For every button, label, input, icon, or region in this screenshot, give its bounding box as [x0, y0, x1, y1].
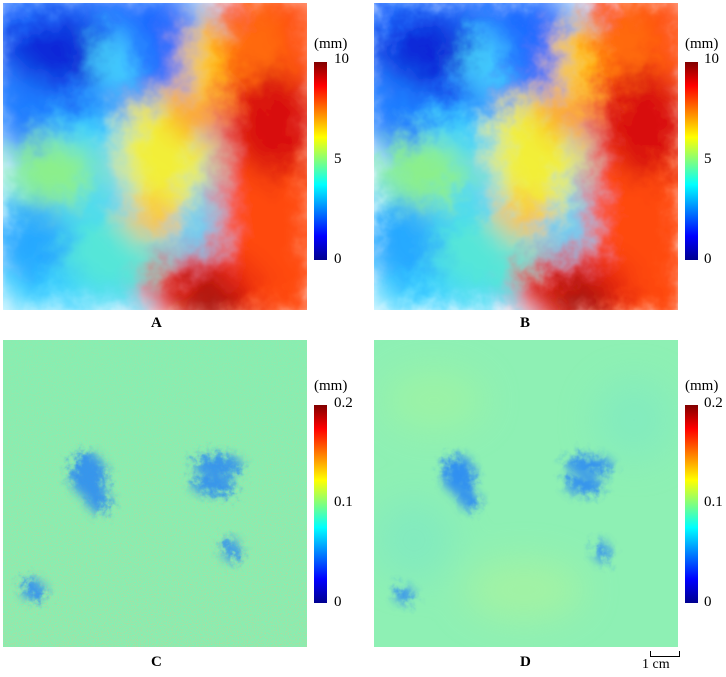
- colorbar-tick-b-min: 0: [704, 251, 712, 267]
- height-map-b: [374, 3, 678, 310]
- height-map-b-image: [374, 3, 678, 310]
- scale-bar-label: 1 cm: [642, 657, 670, 672]
- height-map-a: [3, 3, 307, 310]
- colorbar-tick-a-max: 10: [334, 51, 349, 67]
- error-map-d: [374, 340, 678, 647]
- colorbar-c: [314, 405, 327, 603]
- colorbar-tick-b-max: 10: [704, 51, 719, 67]
- colorbar-tick-a-min: 0: [334, 251, 342, 267]
- panel-label-b: B: [520, 315, 531, 331]
- colorbar-tick-c-mid: 0.1: [334, 494, 353, 510]
- colorbar-tick-c-max: 0.2: [334, 395, 353, 411]
- colorbar-unit-a: (mm): [314, 36, 348, 52]
- colorbar-tick-d-max: 0.2: [704, 395, 723, 411]
- height-map-a-image: [3, 3, 307, 310]
- colorbar-tick-b-mid: 5: [704, 151, 712, 167]
- colorbar-unit-c: (mm): [314, 378, 348, 394]
- colorbar-tick-d-min: 0: [704, 594, 712, 610]
- colorbar-b: [685, 62, 698, 260]
- error-map-c: [3, 340, 307, 647]
- panel-label-a: A: [151, 315, 162, 331]
- colorbar-a: [314, 62, 327, 260]
- panel-label-d: D: [520, 654, 531, 670]
- error-map-c-image: [3, 340, 307, 647]
- scale-bar-line: [650, 651, 680, 657]
- colorbar-unit-d: (mm): [685, 378, 719, 394]
- error-map-d-image: [374, 340, 678, 647]
- colorbar-tick-d-mid: 0.1: [704, 494, 723, 510]
- colorbar-unit-b: (mm): [685, 36, 719, 52]
- colorbar-tick-a-mid: 5: [334, 151, 342, 167]
- colorbar-d: [685, 405, 698, 603]
- colorbar-tick-c-min: 0: [334, 594, 342, 610]
- panel-label-c: C: [151, 654, 162, 670]
